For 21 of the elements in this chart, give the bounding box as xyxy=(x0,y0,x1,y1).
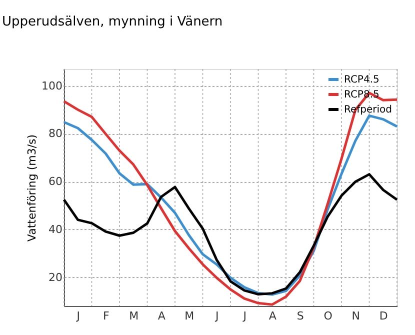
y-tick-label: 20 xyxy=(48,270,62,284)
x-tick-label: F xyxy=(102,310,110,322)
x-tick-label: J xyxy=(214,310,219,322)
y-tick-label: 80 xyxy=(48,127,62,140)
x-tick-label: N xyxy=(352,310,360,322)
y-tick-label: 60 xyxy=(48,175,62,188)
y-tick-label: 100 xyxy=(42,79,62,92)
x-tick-label: O xyxy=(324,310,333,322)
legend-label: RCP4.5 xyxy=(344,74,380,86)
x-tick-label: M xyxy=(129,310,139,322)
x-tick-label: M xyxy=(184,310,194,322)
x-tick-label: J xyxy=(76,310,80,322)
y-tick-label: 40 xyxy=(48,222,62,236)
x-tick-label: A xyxy=(158,310,166,322)
x-tick-label: S xyxy=(296,310,304,322)
x-tick-label: A xyxy=(268,310,277,322)
line-series xyxy=(62,173,398,296)
x-tick-label: J xyxy=(242,310,246,322)
chart-title: Upperudsälven, mynning i Vänern xyxy=(2,14,223,30)
y-axis-title: Vattenföring (m3/s) xyxy=(26,134,39,242)
x-tick-label: D xyxy=(379,310,388,322)
